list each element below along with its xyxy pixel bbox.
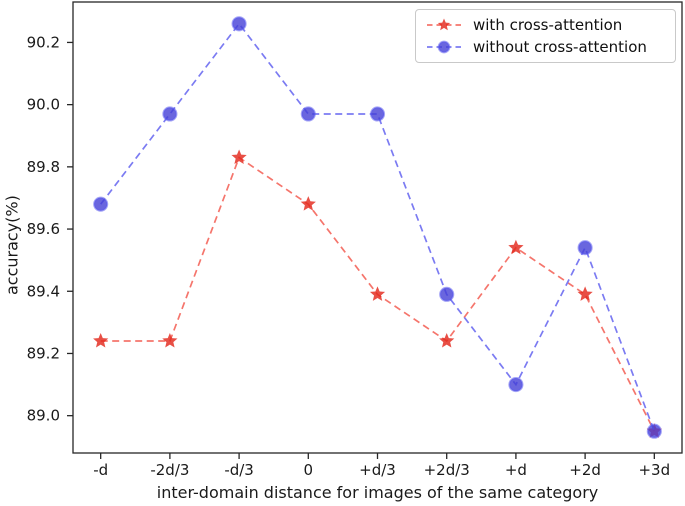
- svg-text:+3d: +3d: [638, 461, 670, 479]
- legend: with cross-attention without cross-atten…: [415, 9, 676, 63]
- legend-item-without-cross-attention: without cross-attention: [426, 38, 669, 56]
- svg-text:+2d/3: +2d/3: [424, 461, 470, 479]
- star-marker-icon: [427, 18, 461, 31]
- svg-text:89.8: 89.8: [27, 158, 60, 176]
- circle-marker-icon: [427, 40, 461, 54]
- y-axis-label: accuracy(%): [2, 195, 22, 295]
- svg-text:0: 0: [304, 461, 314, 479]
- svg-text:90.2: 90.2: [27, 33, 60, 51]
- legend-label: with cross-attention: [473, 16, 623, 34]
- svg-text:-2d/3: -2d/3: [150, 461, 189, 479]
- svg-text:+d/3: +d/3: [359, 461, 396, 479]
- svg-text:89.0: 89.0: [27, 407, 60, 425]
- svg-text:+2d: +2d: [569, 461, 601, 479]
- svg-text:89.4: 89.4: [27, 282, 60, 300]
- legend-label: without cross-attention: [473, 38, 647, 56]
- svg-text:+d: +d: [505, 461, 527, 479]
- svg-text:89.6: 89.6: [27, 220, 60, 238]
- svg-text:-d/3: -d/3: [224, 461, 254, 479]
- svg-text:89.2: 89.2: [27, 344, 60, 362]
- svg-text:90.0: 90.0: [27, 96, 60, 114]
- x-axis-label: inter-domain distance for images of the …: [156, 483, 599, 502]
- svg-text:-d: -d: [93, 461, 108, 479]
- legend-item-with-cross-attention: with cross-attention: [426, 16, 669, 34]
